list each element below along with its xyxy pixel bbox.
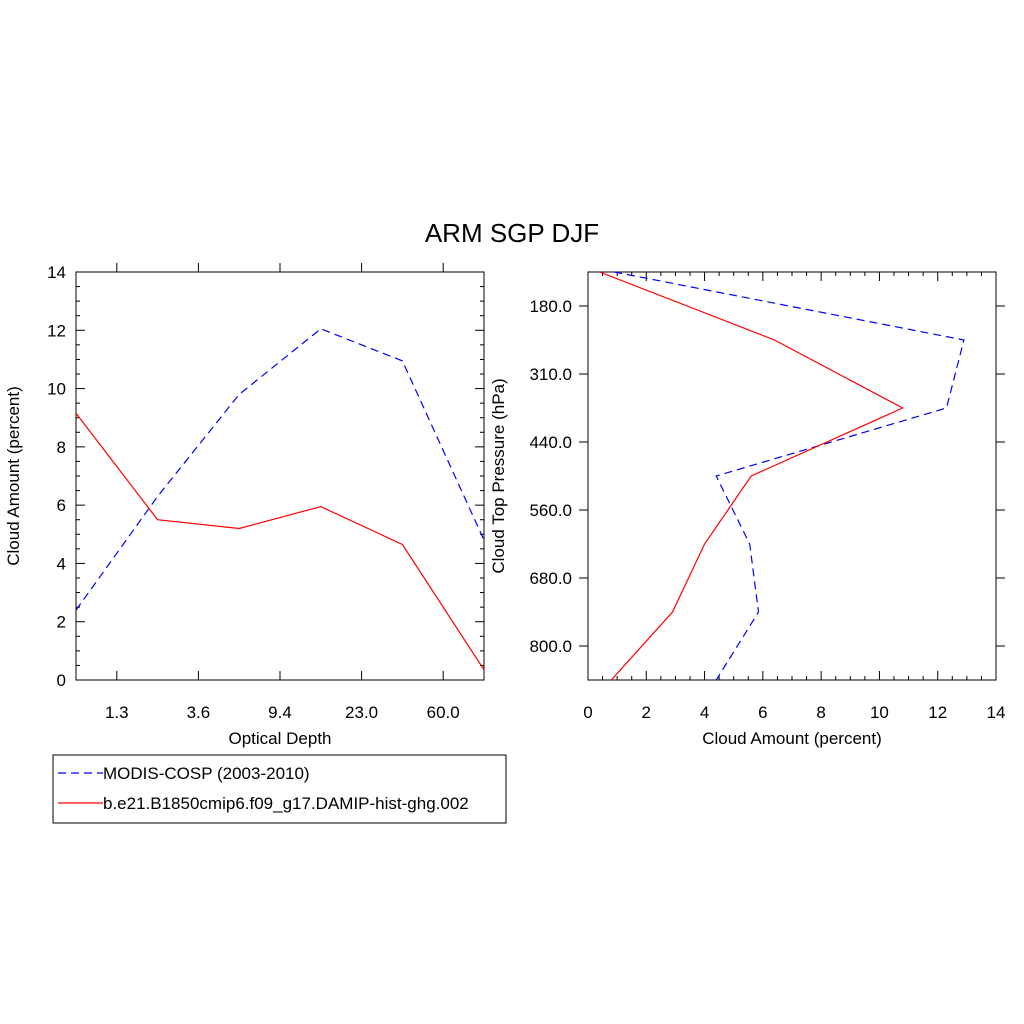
cloud-top-pressure-tick-labels: 0 2 4 6 8 10 12 14 180.0 310.0 440.0 560.0 680.0 800.… — [529, 297, 1005, 722]
y-tick-label: 310.0 — [529, 365, 572, 384]
optical-depth-panel: 0 2 4 6 8 10 12 14 1.3 3.6 9.4 23.0 60.0 Optical Dep… — [4, 263, 485, 748]
y-tick-label: 14 — [47, 263, 66, 282]
x-tick-label: 10 — [870, 703, 889, 722]
x-tick-label: 0 — [583, 703, 592, 722]
y-tick-label: 800.0 — [529, 637, 572, 656]
optical-depth-ticks — [76, 263, 484, 681]
y-tick-label: 180.0 — [529, 297, 572, 316]
y-tick-label: 6 — [57, 496, 66, 515]
series-line-model — [75, 412, 485, 671]
x-tick-label: 14 — [987, 703, 1006, 722]
x-tick-label: 8 — [816, 703, 825, 722]
y-tick-label: 4 — [57, 554, 66, 573]
cloud-top-pressure-plot-frame — [587, 271, 997, 681]
y-tick-label: 2 — [57, 613, 66, 632]
legend: MODIS-COSP (2003-2010) b.e21.B1850cmip6.… — [52, 754, 507, 824]
y-tick-label: 10 — [47, 380, 66, 399]
x-tick-label: 2 — [642, 703, 651, 722]
optical-depth-y-axis-label: Cloud Amount (percent) — [4, 386, 23, 566]
series-line-model — [599, 271, 905, 681]
cloud-top-pressure-x-axis-label: Cloud Amount (percent) — [702, 729, 882, 748]
optical-depth-lines — [75, 328, 485, 671]
x-tick-label: 4 — [700, 703, 709, 722]
series-line-obs — [75, 328, 485, 611]
figure-title: ARM SGP DJF — [425, 218, 599, 248]
y-tick-label: 560.0 — [529, 501, 572, 520]
y-tick-label: 680.0 — [529, 569, 572, 588]
optical-depth-x-axis-label: Optical Depth — [229, 729, 332, 748]
cloud-top-pressure-y-axis-label: Cloud Top Pressure (hPa) — [489, 378, 508, 573]
x-tick-label: 60.0 — [427, 703, 460, 722]
cloud-top-pressure-panel: 0 2 4 6 8 10 12 14 180.0 310.0 440.0 560.0 680.0 800.… — [489, 271, 1005, 748]
y-tick-label: 8 — [57, 438, 66, 457]
optical-depth-tick-labels: 0 2 4 6 8 10 12 14 1.3 3.6 9.4 23.0 60.0 — [47, 263, 460, 722]
y-tick-label: 0 — [57, 671, 66, 690]
x-tick-label: 9.4 — [268, 703, 292, 722]
x-tick-label: 12 — [928, 703, 947, 722]
y-tick-label: 440.0 — [529, 433, 572, 452]
legend-box — [52, 754, 507, 824]
cloud-top-pressure-lines — [599, 271, 965, 681]
x-tick-label: 6 — [758, 703, 767, 722]
cloud-top-pressure-ticks — [579, 272, 1005, 680]
x-tick-label: 1.3 — [105, 703, 129, 722]
optical-depth-plot-frame — [75, 271, 485, 681]
y-tick-label: 12 — [47, 321, 66, 340]
legend-label-obs: MODIS-COSP (2003-2010) — [103, 764, 310, 783]
x-tick-label: 23.0 — [345, 703, 378, 722]
x-tick-label: 3.6 — [187, 703, 211, 722]
legend-label-model: b.e21.B1850cmip6.f09_g17.DAMIP-hist-ghg.… — [103, 794, 469, 813]
series-line-obs — [614, 271, 965, 681]
